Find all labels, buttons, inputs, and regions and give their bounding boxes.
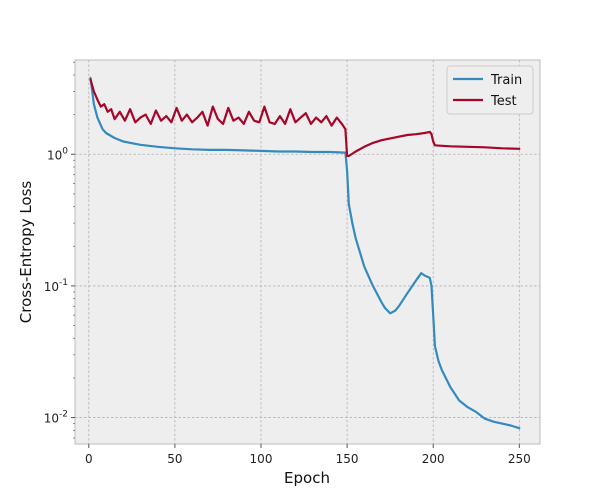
y-tick-label: 10-1	[44, 278, 68, 294]
x-axis-label: Epoch	[284, 469, 330, 487]
series-lines	[89, 76, 521, 430]
axis-ticks: 0 50 100 150 200 250 10-2 10-1 100	[44, 61, 531, 466]
x-tick-label: 50	[167, 452, 182, 466]
grid-lines	[75, 60, 540, 444]
x-tick-label: 0	[85, 452, 93, 466]
legend-train-label: Train	[490, 73, 522, 88]
legend-test-label: Test	[490, 94, 517, 109]
x-tick-label: 100	[250, 452, 273, 466]
legend: Train Test	[446, 65, 534, 115]
x-tick-label: 250	[508, 452, 531, 466]
y-axis-label: Cross-Entropy Loss	[17, 181, 35, 324]
y-tick-label: 10-2	[44, 410, 68, 426]
series-line-test	[89, 78, 521, 158]
x-tick-label: 200	[422, 452, 445, 466]
x-tick-label: 150	[336, 452, 359, 466]
plot-area	[74, 59, 541, 445]
series-line-train	[89, 76, 521, 430]
y-tick-label: 100	[47, 146, 68, 162]
